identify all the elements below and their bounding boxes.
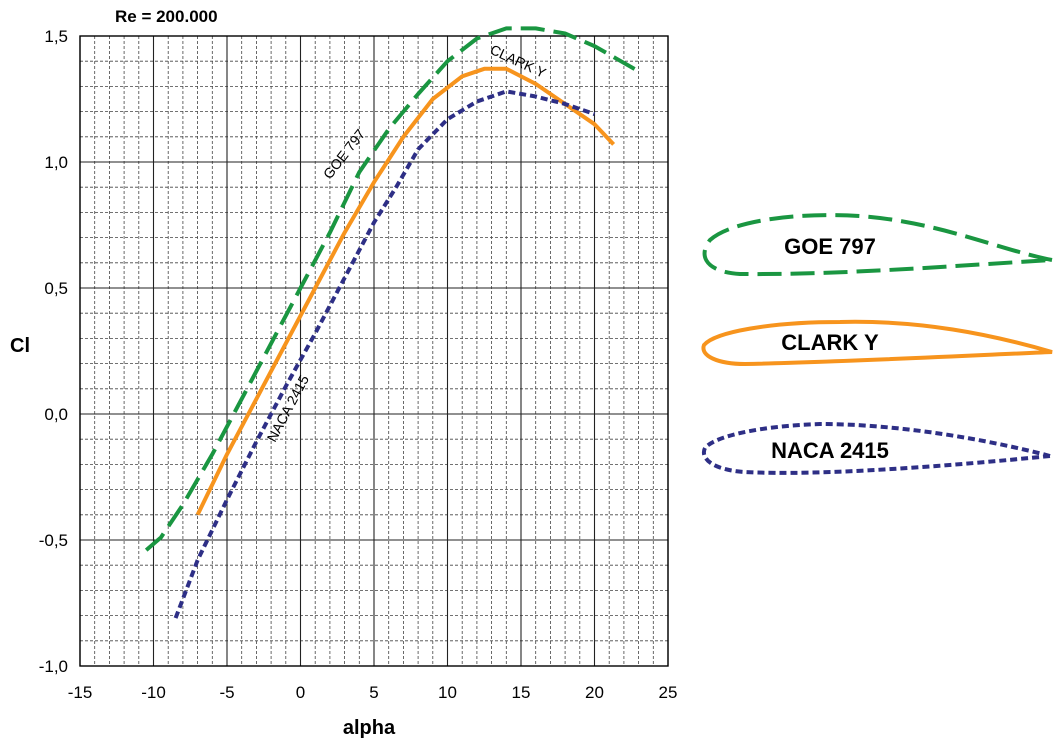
y-axis-title: Cl (10, 335, 30, 357)
x-tick-label: 15 (512, 683, 531, 702)
x-axis-ticks: -15 -10 -5 0 5 10 15 20 25 (68, 683, 678, 702)
x-tick-label: -15 (68, 683, 93, 702)
airfoil-shape-naca2415 (701, 421, 1051, 475)
legend-label-goe797: GOE 797 (784, 234, 876, 259)
x-tick-label: 25 (659, 683, 678, 702)
legend-label-clarky: CLARK Y (781, 330, 879, 355)
y-axis-ticks: -1,0 -0,5 0,0 0,5 1,0 1,5 (39, 27, 68, 676)
x-tick-label: 20 (585, 683, 604, 702)
x-tick-label: -10 (141, 683, 166, 702)
y-tick-label: 1,5 (44, 27, 68, 46)
x-tick-label: 0 (296, 683, 305, 702)
y-tick-label: -0,5 (39, 531, 68, 550)
y-tick-label: -1,0 (39, 657, 68, 676)
x-tick-label: 5 (369, 683, 378, 702)
series-line-clark-y (195, 66, 616, 516)
x-tick-label: -5 (219, 683, 234, 702)
airfoil-shape-clarky (701, 319, 1053, 367)
plot-frame (79, 35, 669, 667)
airfoil-shape-goe797 (702, 213, 1053, 277)
y-tick-label: 0,5 (44, 279, 68, 298)
curve-label-goe797: GOE 797 (320, 126, 369, 182)
series-line-goe-797 (144, 26, 640, 552)
legend-label-naca2415: NACA 2415 (771, 438, 889, 463)
airfoil-legend: GOE 797 CLARK Y NACA 2415 (701, 213, 1053, 475)
reynolds-annotation: Re = 200.000 (115, 7, 218, 26)
y-tick-label: 0,0 (44, 405, 68, 424)
minor-grid (80, 36, 668, 666)
y-tick-label: 1,0 (44, 153, 68, 172)
series-layer (144, 26, 640, 619)
x-axis-title: alpha (343, 717, 396, 739)
series-line-naca-2415 (173, 89, 596, 619)
x-tick-label: 10 (438, 683, 457, 702)
